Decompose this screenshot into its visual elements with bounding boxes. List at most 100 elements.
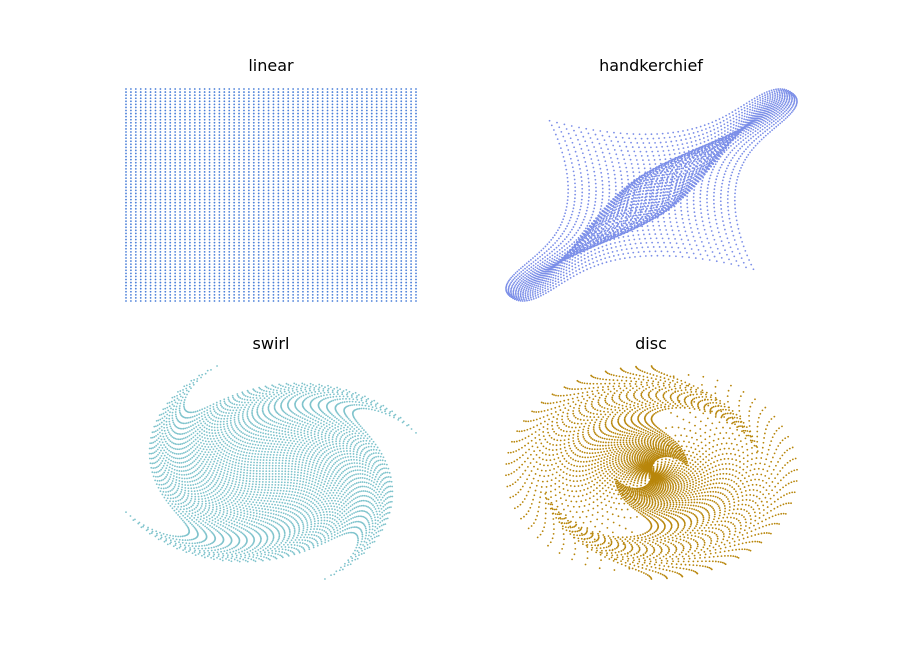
scatter-point: [208, 198, 211, 201]
scatter-point: [144, 195, 147, 198]
scatter-point: [272, 112, 275, 115]
scatter-point: [306, 137, 309, 140]
scatter-point: [154, 124, 157, 127]
scatter-point: [722, 220, 724, 223]
scatter-point: [134, 97, 137, 100]
scatter-point: [292, 174, 295, 176]
scatter-point: [218, 174, 221, 176]
scatter-point: [184, 140, 186, 143]
scatter-point: [316, 266, 319, 269]
scatter-point: [164, 263, 167, 266]
scatter-point: [375, 158, 378, 161]
scatter-point: [228, 155, 231, 158]
scatter-point: [149, 293, 152, 296]
scatter-point: [179, 140, 181, 143]
scatter-point: [562, 268, 565, 271]
scatter-point: [238, 284, 240, 287]
scatter-point: [198, 183, 201, 186]
scatter-point: [306, 152, 309, 155]
scatter-point: [682, 242, 685, 245]
scatter-point: [395, 124, 398, 127]
scatter-point: [203, 137, 206, 140]
scatter-point: [415, 112, 417, 115]
scatter-point: [233, 103, 236, 106]
scatter-point: [257, 201, 260, 204]
scatter-point: [130, 97, 132, 100]
scatter-point: [282, 281, 285, 284]
scatter-point: [243, 198, 245, 201]
scatter-point: [385, 238, 388, 241]
scatter-point: [395, 171, 398, 173]
scatter-point: [267, 131, 270, 133]
scatter-point: [537, 296, 540, 298]
scatter-point: [292, 266, 295, 269]
scatter-point: [179, 201, 181, 204]
scatter-point: [238, 201, 240, 204]
scatter-point: [223, 241, 226, 244]
scatter-point: [292, 192, 295, 195]
scatter-point: [525, 298, 528, 300]
scatter-point: [370, 161, 373, 164]
scatter-point: [560, 273, 562, 276]
scatter-point: [400, 198, 403, 201]
scatter-point: [629, 215, 632, 217]
scatter-point: [351, 155, 353, 158]
scatter-point: [311, 115, 314, 118]
scatter-point: [400, 201, 403, 204]
scatter-point: [395, 220, 398, 223]
scatter-point: [341, 235, 344, 238]
scatter-point: [125, 226, 127, 229]
scatter-point: [341, 211, 344, 213]
scatter-point: [149, 103, 152, 106]
scatter-point: [316, 278, 319, 281]
scatter-point: [568, 270, 571, 273]
scatter-point: [375, 201, 378, 204]
scatter-point: [395, 281, 398, 284]
scatter-point: [532, 286, 535, 288]
scatter-point: [238, 88, 240, 90]
scatter-point: [385, 183, 388, 186]
scatter-point: [351, 263, 353, 266]
scatter-point: [292, 103, 295, 106]
scatter-point: [365, 238, 368, 241]
scatter-point: [356, 269, 358, 272]
scatter-point: [243, 103, 245, 106]
scatter-point: [415, 247, 417, 250]
scatter-point: [144, 103, 147, 106]
scatter-point: [346, 149, 349, 152]
scatter-point: [134, 235, 137, 238]
scatter-point: [375, 137, 378, 140]
scatter-point: [370, 198, 373, 201]
scatter-point: [287, 266, 290, 269]
scatter-point: [169, 180, 172, 183]
scatter-point: [566, 275, 568, 278]
scatter-point: [380, 152, 383, 155]
scatter-point: [247, 244, 250, 247]
scatter-point: [287, 269, 290, 272]
scatter-point: [316, 232, 319, 235]
scatter-point: [267, 290, 270, 293]
scatter-point: [272, 226, 275, 229]
scatter-point: [395, 229, 398, 232]
scatter-point: [365, 174, 368, 176]
scatter-point: [297, 115, 299, 118]
scatter-point: [292, 180, 295, 183]
scatter-point: [365, 140, 368, 143]
scatter-point: [515, 295, 518, 298]
scatter-point: [356, 235, 358, 238]
scatter-point: [130, 244, 132, 247]
scatter-point: [223, 272, 226, 275]
scatter-point: [277, 192, 280, 195]
scatter-point: [365, 149, 368, 152]
scatter-point: [193, 183, 196, 186]
scatter-point: [213, 266, 216, 269]
scatter-point: [507, 287, 510, 290]
scatter-point: [676, 225, 679, 228]
scatter-point: [149, 189, 152, 192]
scatter-point: [213, 211, 216, 213]
scatter-point: [375, 223, 378, 226]
scatter-point: [144, 167, 147, 170]
scatter-point: [287, 290, 290, 293]
scatter-point: [529, 294, 532, 297]
scatter-point: [184, 198, 186, 201]
